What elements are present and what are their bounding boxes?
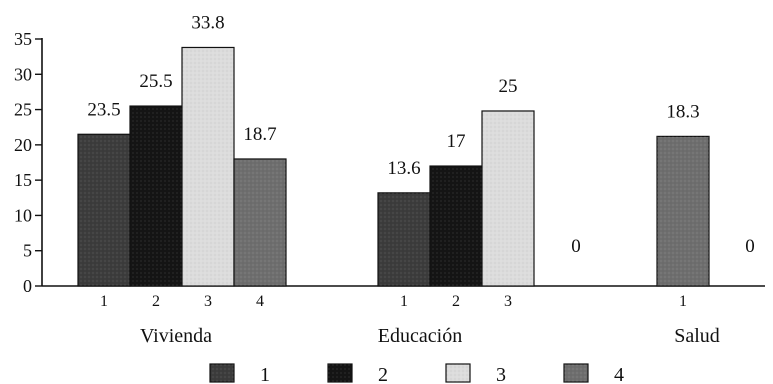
x-sub-label: 2 [452, 293, 460, 310]
y-tick-label: 5 [23, 241, 32, 261]
bar-texture [182, 47, 234, 287]
data-label: 0 [745, 236, 755, 257]
data-label: 17 [447, 131, 466, 152]
legend-label: 1 [260, 364, 270, 384]
y-tick-label: 20 [14, 135, 32, 155]
legend-swatch-texture [328, 364, 352, 382]
x-group-label: Educación [378, 325, 462, 347]
x-sub-label: 1 [100, 293, 108, 310]
bar-texture [430, 166, 482, 286]
data-label: 18.7 [243, 124, 276, 145]
x-group-label: Vivienda [140, 325, 212, 347]
y-tick-label: 15 [14, 170, 32, 190]
x-sub-label: 1 [679, 293, 687, 310]
x-sub-label: 3 [504, 293, 512, 310]
bar-texture [78, 134, 130, 286]
legend-swatch-texture [564, 364, 588, 382]
data-label: 0 [571, 236, 581, 257]
bar-texture [378, 192, 430, 286]
y-tick-label: 25 [14, 100, 32, 120]
legend-label: 3 [496, 364, 506, 384]
y-tick-label: 30 [14, 64, 32, 84]
data-label: 13.6 [387, 158, 420, 179]
chart-bars: 23.5 1 25.5 2 33.8 3 18.7 4 Vivienda 13.6 1 17 2 25 3 0… [77, 12, 755, 347]
bar-texture [482, 110, 534, 287]
y-tick-label: 10 [14, 205, 32, 225]
legend-label: 4 [614, 364, 624, 384]
data-label: 25 [499, 76, 518, 97]
x-sub-label: 1 [400, 293, 408, 310]
data-label: 25.5 [139, 71, 172, 92]
y-tick-label: 35 [14, 29, 32, 49]
y-tick-label: 0 [23, 276, 32, 296]
data-label: 33.8 [191, 12, 224, 33]
bar-texture [130, 106, 182, 287]
chart-legend: 1 2 3 4 [209, 363, 624, 384]
legend-swatch-texture [446, 364, 470, 382]
bar-texture [657, 136, 709, 286]
x-sub-label: 4 [256, 293, 264, 310]
data-label: 23.5 [87, 99, 120, 120]
x-sub-label: 2 [152, 293, 160, 310]
data-label: 18.3 [666, 101, 699, 122]
x-sub-label: 3 [204, 293, 212, 310]
bar-texture [234, 158, 286, 286]
legend-label: 2 [378, 364, 388, 384]
x-group-label: Salud [674, 325, 720, 347]
legend-swatch-texture [210, 364, 234, 382]
